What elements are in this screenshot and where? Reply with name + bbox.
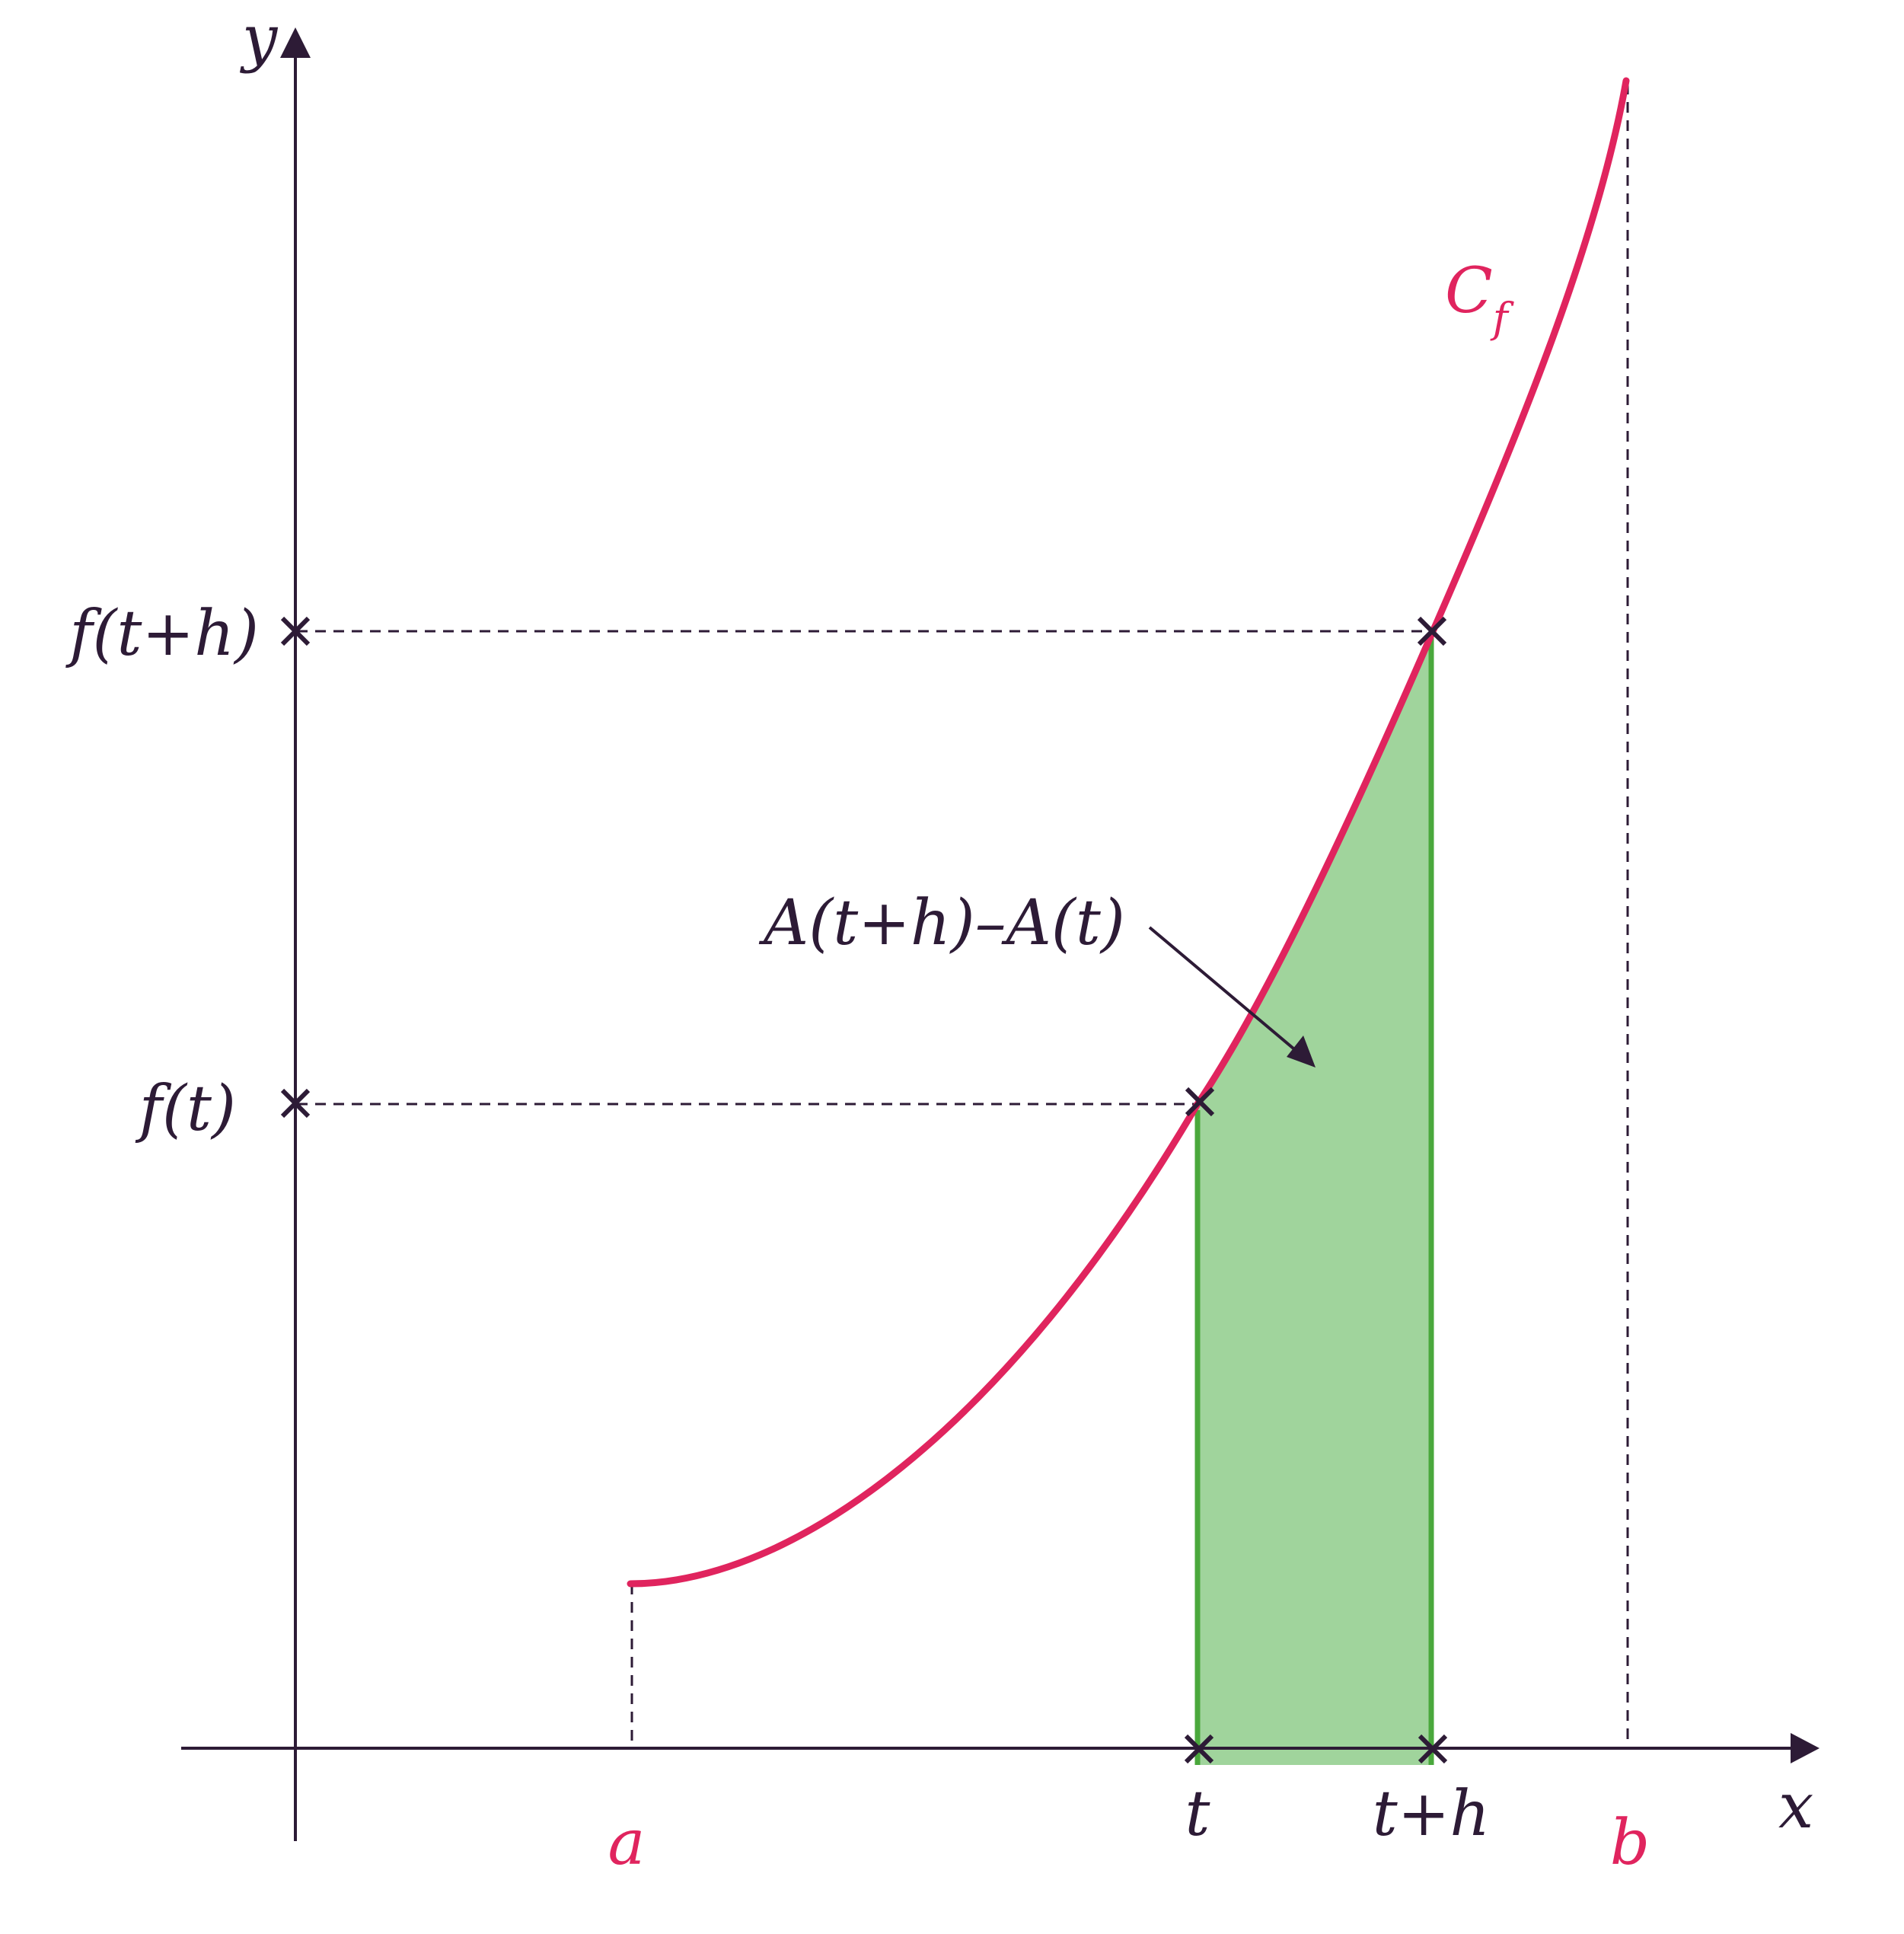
- cross-marker-x-t-plus-h: [1418, 1734, 1448, 1764]
- cross-marker-f-t: [280, 1088, 311, 1119]
- cross-marker-x-t: [1184, 1734, 1214, 1764]
- area-arrow-head: [1287, 1036, 1316, 1068]
- y-axis-label: y: [239, 2, 279, 75]
- cross-marker-curve-t: [1185, 1087, 1215, 1117]
- y-axis-arrow: [280, 27, 311, 58]
- curve-label-main: C: [1445, 255, 1493, 327]
- area-arrow: [1148, 926, 1309, 1062]
- curve-label: Cf: [1445, 255, 1514, 342]
- area-label: A(t+h)–A(t): [758, 887, 1125, 959]
- curve-cf: [627, 77, 1630, 1588]
- x-tick-t-plus-h: t+h: [1373, 1778, 1490, 1850]
- y-tick-f-t-plus-h: f(t+h): [65, 598, 259, 670]
- x-axis-arrow: [1791, 1733, 1819, 1763]
- shaded-area: [1198, 640, 1431, 1765]
- x-axis-label: x: [1778, 1770, 1813, 1843]
- curve-label-subscript: f: [1490, 294, 1514, 342]
- x-tick-b: b: [1610, 1807, 1650, 1879]
- y-tick-f-t: f(t): [135, 1073, 236, 1145]
- x-tick-t: t: [1185, 1778, 1211, 1850]
- x-tick-a: a: [608, 1807, 646, 1879]
- cross-marker-f-t-plus-h: [280, 616, 311, 646]
- cross-marker-curve-t-plus-h: [1417, 616, 1447, 646]
